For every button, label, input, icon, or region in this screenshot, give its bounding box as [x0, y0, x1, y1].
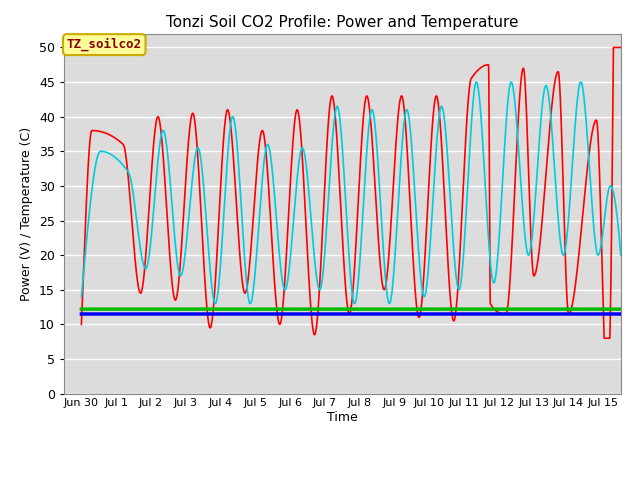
Y-axis label: Power (V) / Temperature (C): Power (V) / Temperature (C) [20, 127, 33, 300]
Title: Tonzi Soil CO2 Profile: Power and Temperature: Tonzi Soil CO2 Profile: Power and Temper… [166, 15, 518, 30]
Text: TZ_soilco2: TZ_soilco2 [67, 38, 142, 51]
Legend: CR23X Temperature, CR23X Voltage, CR10X Voltage, CR10X Temperature: CR23X Temperature, CR23X Voltage, CR10X … [65, 477, 620, 480]
X-axis label: Time: Time [327, 411, 358, 424]
